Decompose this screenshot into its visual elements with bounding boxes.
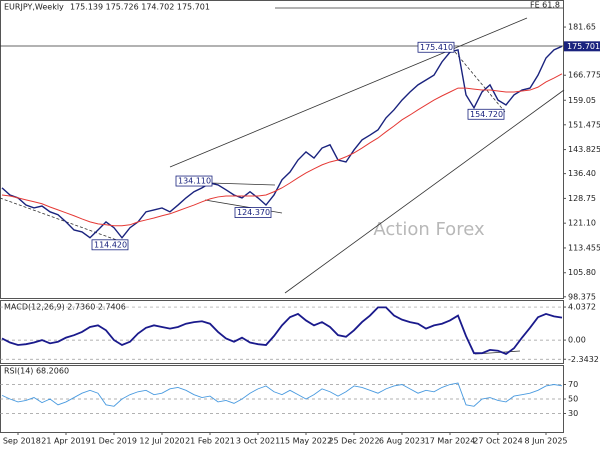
series-line xyxy=(1,45,563,239)
rsi-title: RSI(14) 68.2060 xyxy=(4,367,69,376)
channel-lower xyxy=(284,89,565,294)
fe-label: FE 61.8 xyxy=(530,1,560,10)
chart-subtitle: 175.139 175.726 174.702 175.701 xyxy=(70,3,210,12)
annotation-box xyxy=(91,239,129,251)
y-tick-label: 143.825 xyxy=(568,145,600,154)
channel-upper xyxy=(169,17,528,168)
y-tick-label: 121.10 xyxy=(568,219,596,228)
macd-title: MACD(12,26,9) 2.7360 2.7406 xyxy=(4,303,126,312)
y-tick-label: 70 xyxy=(568,380,578,389)
macd-panel xyxy=(0,300,564,364)
annotation-label: 134.110 xyxy=(178,177,211,186)
annotation-box xyxy=(175,175,213,187)
x-tick-label: 3 Oct 2021 xyxy=(236,437,280,446)
x-tick-label: 8 Jun 2025 xyxy=(524,437,567,446)
y-tick-label: 136.40 xyxy=(568,169,596,178)
series-line xyxy=(1,382,563,407)
annotation-label: 114.420 xyxy=(94,240,127,249)
x-tick-label: 12 Jul 2020 xyxy=(139,437,184,446)
annotation-box xyxy=(417,41,455,53)
annotation-box xyxy=(234,207,272,218)
watermark: Action Forex xyxy=(373,219,485,240)
y-tick-label: 128.75 xyxy=(568,194,596,203)
series-line xyxy=(1,306,563,356)
annotation-label: 175.410 xyxy=(420,43,453,52)
annotation-box xyxy=(467,108,505,120)
trend-dashed xyxy=(454,51,506,113)
x-tick-label: 27 Oct 2024 xyxy=(473,437,522,446)
y-tick-label: 166.775 xyxy=(568,71,600,80)
x-tick-label: 21 Apr 2019 xyxy=(41,437,90,446)
y-tick-label: 30 xyxy=(568,409,578,418)
x-tick-label: 6 Aug 2023 xyxy=(379,437,425,446)
last-price-label: 175.701 xyxy=(567,42,600,51)
chart-title: EURJPY,Weekly xyxy=(4,3,64,12)
x-tick-label: 21 Feb 2021 xyxy=(185,437,235,446)
annotation-label: 154.720 xyxy=(470,110,503,119)
y-tick-label: 0.00 xyxy=(568,336,586,345)
y-tick-label: 98.375 xyxy=(568,292,596,301)
x-tick-label: 1 Dec 2019 xyxy=(91,437,137,446)
y-tick-label: 105.80 xyxy=(568,268,596,277)
x-tick-label: 25 Dec 2022 xyxy=(328,437,379,446)
y-tick-label: 113.455 xyxy=(568,243,600,252)
y-tick-label: 151.475 xyxy=(568,120,600,129)
trend-dashed xyxy=(0,197,126,244)
x-tick-label: 9 Sep 2018 xyxy=(0,437,41,446)
x-tick-label: 15 May 2022 xyxy=(280,437,332,446)
y-tick-label: 50 xyxy=(568,395,578,404)
last-price-box xyxy=(564,41,600,52)
x-tick-label: 17 Mar 2024 xyxy=(425,437,476,446)
series-line xyxy=(1,73,563,227)
y-tick-label: 159.05 xyxy=(568,96,596,105)
y-tick-label: 181.65 xyxy=(568,23,596,32)
y-tick-label: 4.0372 xyxy=(568,303,596,312)
y-tick-label: -2.3432 xyxy=(568,355,599,364)
annotation-label: 124.370 xyxy=(237,208,270,217)
